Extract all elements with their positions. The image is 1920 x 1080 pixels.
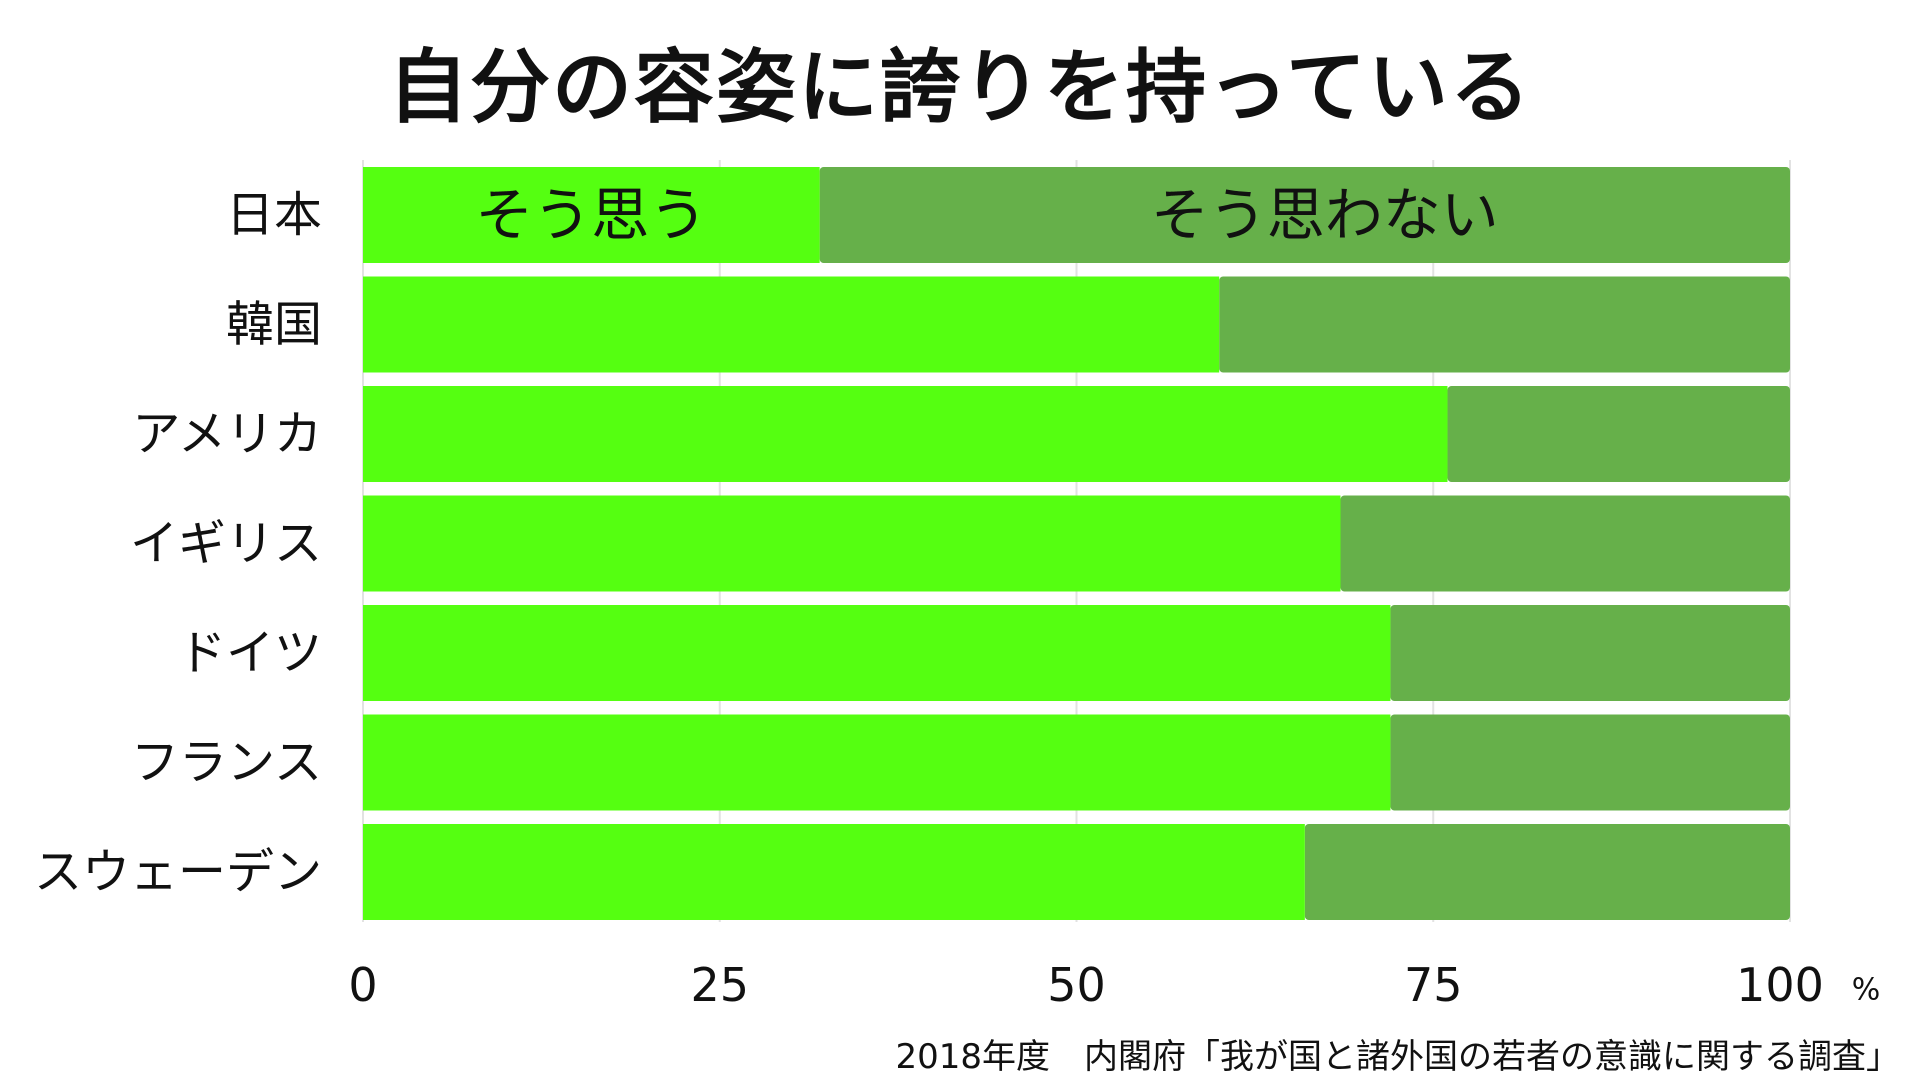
legend-label-agree: そう思う bbox=[475, 181, 707, 249]
bar-disagree bbox=[1304, 824, 1790, 920]
category-label: スウェーデン bbox=[34, 844, 322, 900]
x-tick-label: 0 bbox=[348, 958, 377, 1012]
category-label: フランス bbox=[131, 735, 322, 791]
chart-title: 自分の容姿に誇りを持っている bbox=[388, 41, 1532, 134]
category-label: イギリス bbox=[130, 516, 322, 572]
x-tick-label: 100 bbox=[1736, 958, 1824, 1012]
category-label: 日本 bbox=[226, 187, 322, 243]
x-unit-label: % bbox=[1852, 973, 1881, 1008]
x-tick-label: 50 bbox=[1047, 958, 1106, 1012]
bar-disagree bbox=[1390, 605, 1790, 701]
x-tick-label: 25 bbox=[690, 958, 749, 1012]
category-label: 韓国 bbox=[226, 297, 322, 353]
bar-agree bbox=[363, 386, 1448, 482]
x-tick-label: 75 bbox=[1404, 958, 1463, 1012]
category-label: アメリカ bbox=[132, 406, 322, 462]
bar-disagree bbox=[1340, 495, 1790, 592]
bar-disagree bbox=[1390, 714, 1790, 811]
category-label: ドイツ bbox=[178, 625, 322, 681]
source-note: 2018年度 内閣府「我が国と諸外国の若者の意識に関する調査」 bbox=[895, 1037, 1900, 1077]
bar-agree bbox=[363, 276, 1220, 373]
bar-agree bbox=[363, 167, 820, 263]
bar-agree bbox=[363, 605, 1391, 701]
legend-label-disagree: そう思わない bbox=[1151, 181, 1499, 249]
bar-disagree bbox=[1447, 386, 1790, 482]
bar-agree bbox=[363, 495, 1341, 592]
bar-disagree bbox=[819, 167, 1790, 263]
bar-agree bbox=[363, 714, 1391, 811]
bar-agree bbox=[363, 824, 1305, 920]
bar-disagree bbox=[1219, 276, 1790, 373]
